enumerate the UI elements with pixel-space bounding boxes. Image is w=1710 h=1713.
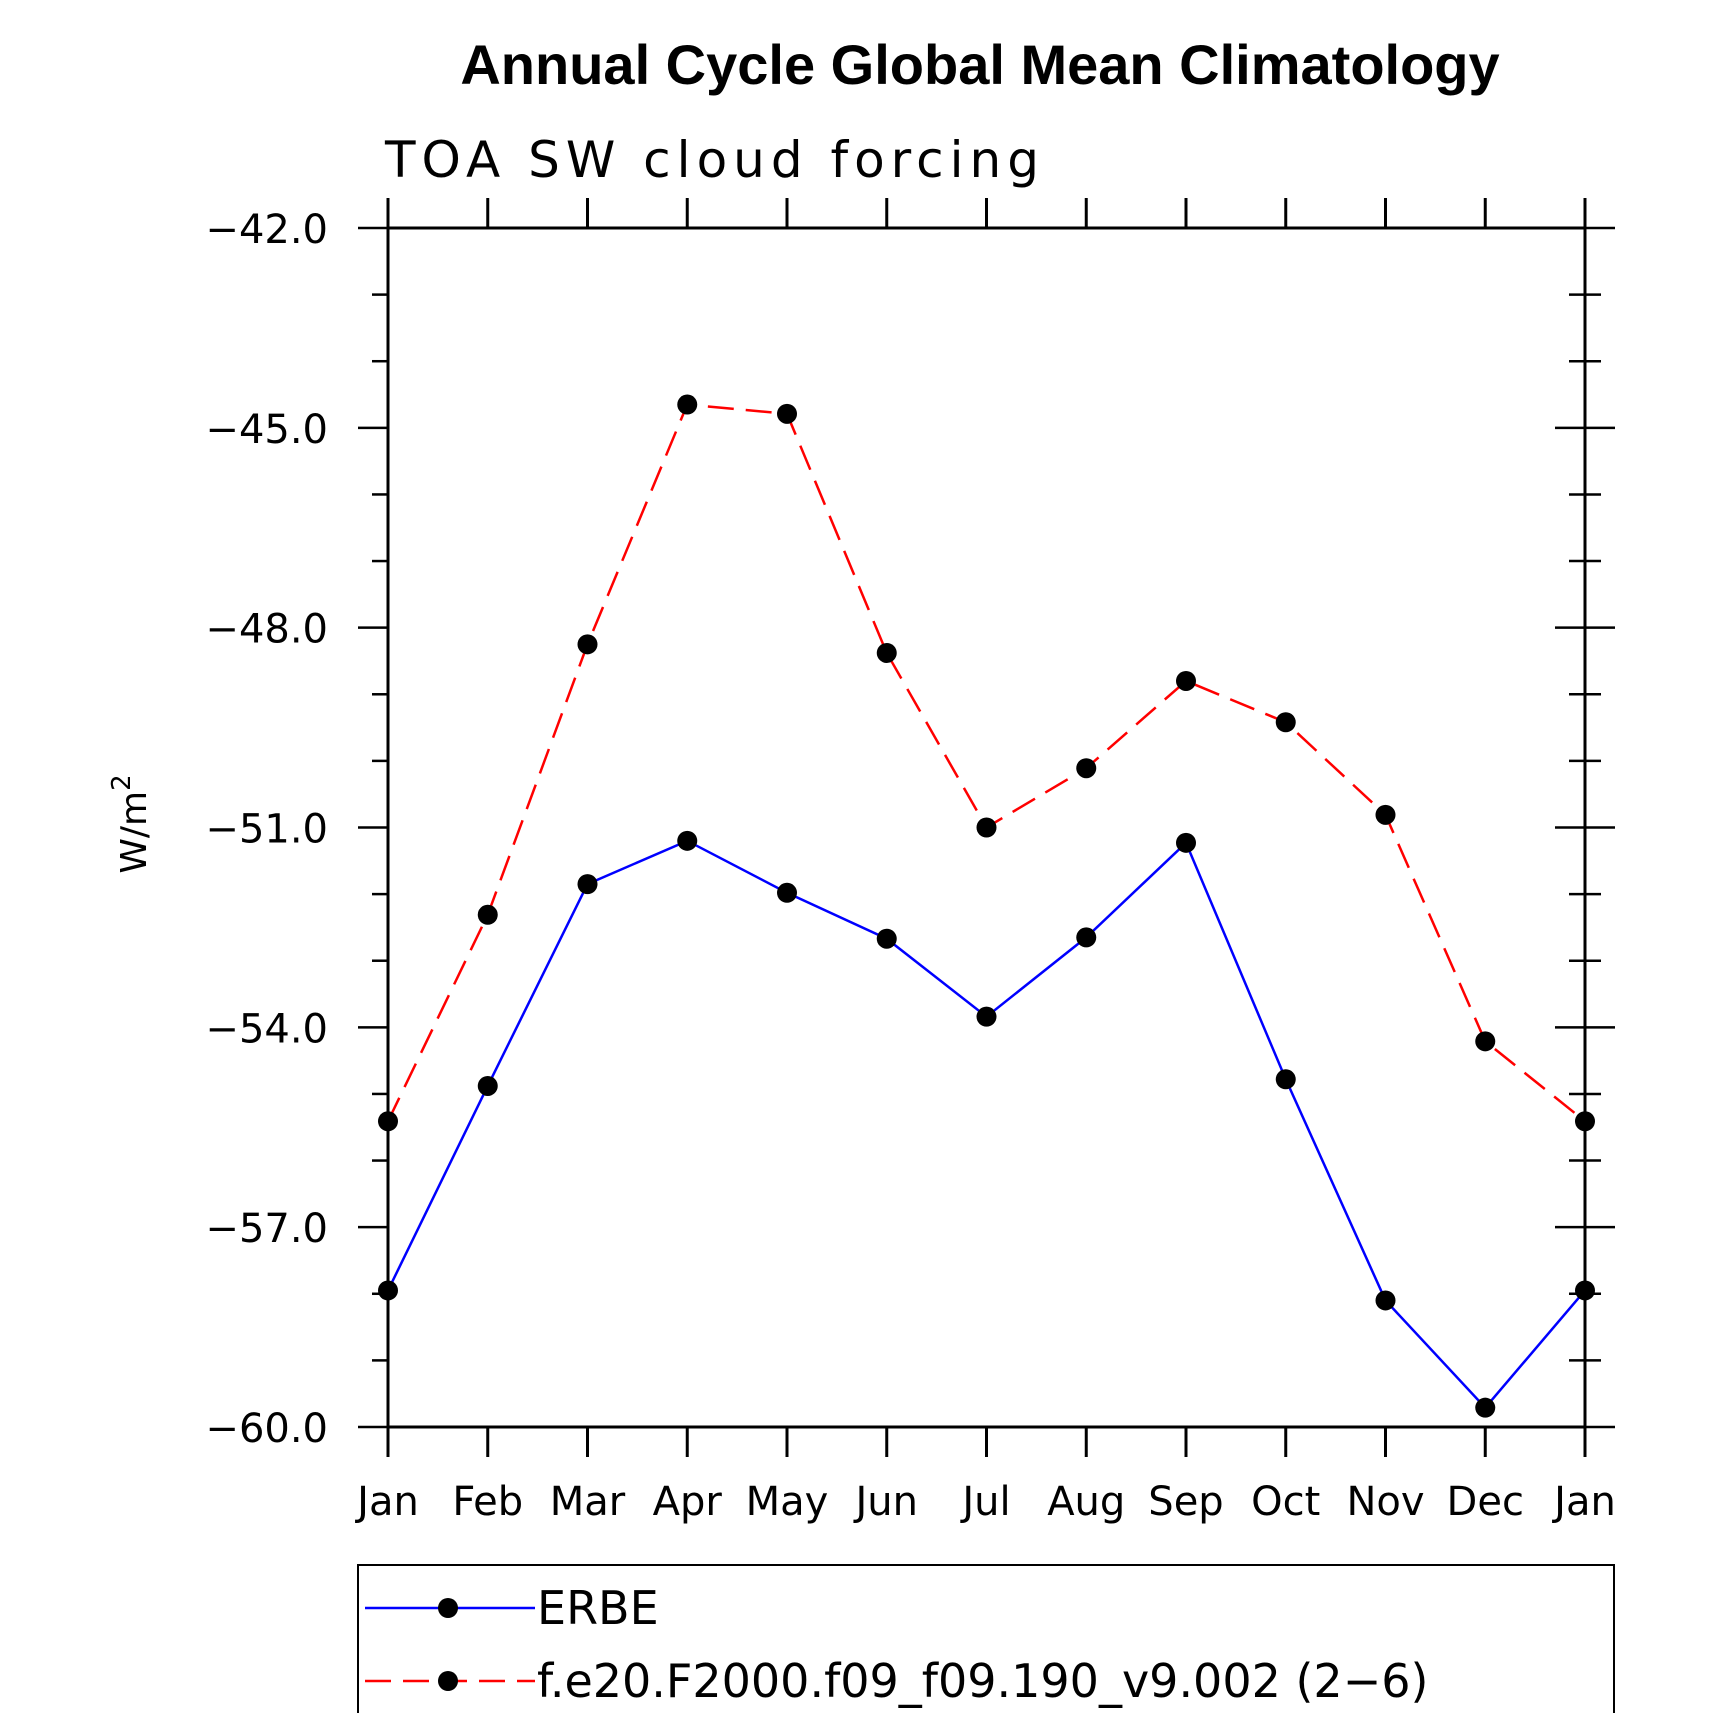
series-0-point <box>477 1075 498 1096</box>
series-1-point <box>1475 1031 1496 1052</box>
y-tick-label: −48.0 <box>205 607 328 653</box>
x-tick-label: Dec <box>1447 1479 1524 1525</box>
x-tick-label: Apr <box>653 1479 723 1525</box>
series-0-point <box>876 928 897 949</box>
legend-marker-1 <box>438 1671 458 1691</box>
x-tick-label: May <box>746 1479 829 1525</box>
x-tick-label: Aug <box>1047 1479 1125 1525</box>
x-tick-label: Sep <box>1148 1479 1223 1525</box>
y-axis-label-main: W/m <box>114 791 155 874</box>
legend-label-1: f.e20.F2000.f09_f09.190_v9.002 (2−6) <box>537 1654 1428 1708</box>
series-1-point <box>477 904 498 925</box>
svg-text:W/m2: W/m2 <box>107 774 155 873</box>
series-0-point <box>777 882 797 903</box>
series-0-point <box>1475 1397 1496 1418</box>
series-0-point <box>1076 927 1097 948</box>
series-0-point <box>1176 832 1196 853</box>
series-1-point <box>1375 804 1396 825</box>
x-tick-label: Jul <box>959 1479 1010 1525</box>
series-group <box>378 394 1595 1418</box>
series-0-point <box>378 1280 398 1301</box>
series-0-point <box>1375 1290 1396 1311</box>
y-tick-label: −51.0 <box>205 807 328 853</box>
legend-marker-0 <box>438 1598 458 1618</box>
series-0-point <box>677 830 698 851</box>
series-0-point <box>577 874 598 895</box>
series-1-point <box>577 634 598 655</box>
series-1-point <box>1176 670 1196 691</box>
x-tick-label: Jan <box>354 1479 419 1525</box>
series-0-point <box>1575 1280 1595 1301</box>
y-tick-label: −60.0 <box>205 1406 328 1452</box>
x-tick-label: Feb <box>452 1479 523 1525</box>
y-tick-labels: −42.0 −45.0 −48.0 −51.0 −54.0 −57.0 −60.0 <box>205 207 328 1452</box>
legend: ERBE f.e20.F2000.f09_f09.190_v9.002 (2−6) <box>357 1564 1615 1713</box>
series-1-point <box>677 394 698 415</box>
x-tick-label: Jan <box>1551 1479 1616 1525</box>
legend-items: ERBE f.e20.F2000.f09_f09.190_v9.002 (2−6) <box>365 1581 1428 1708</box>
y-axis-label-sup: 2 <box>107 774 137 791</box>
series-line-0 <box>386 839 1586 1410</box>
series-0-point <box>1275 1069 1296 1090</box>
y-tick-label: −45.0 <box>205 407 328 453</box>
y-tick-label: −42.0 <box>205 207 328 253</box>
series-1-point <box>1275 712 1296 733</box>
y-tick-label: −57.0 <box>205 1206 328 1252</box>
x-tick-label: Oct <box>1251 1479 1320 1525</box>
x-tick-labels: Jan Feb Mar Apr May Jun Jul Aug Sep Oct Nov Dec Jan <box>354 1479 1616 1525</box>
series-1-point <box>1575 1111 1595 1132</box>
x-tick-label: Jun <box>853 1479 919 1525</box>
series-1-point <box>976 817 997 838</box>
legend-label-0: ERBE <box>537 1581 659 1635</box>
series-0-point <box>976 1006 997 1027</box>
axis-ticks <box>358 198 1615 1457</box>
x-tick-label: Mar <box>550 1479 626 1525</box>
legend-box <box>357 1564 1615 1713</box>
chart-title: Annual Cycle Global Mean Climatology <box>460 33 1499 96</box>
series-1-point <box>777 403 797 424</box>
y-axis-label: W/m2 <box>107 774 155 873</box>
chart-subtitle: TOA SW cloud forcing <box>384 131 1045 189</box>
series-1-point <box>1076 758 1097 779</box>
x-tick-label: Nov <box>1346 1479 1424 1525</box>
series-1-point <box>876 642 897 663</box>
y-tick-label: −54.0 <box>205 1006 328 1052</box>
series-1-point <box>378 1111 398 1132</box>
